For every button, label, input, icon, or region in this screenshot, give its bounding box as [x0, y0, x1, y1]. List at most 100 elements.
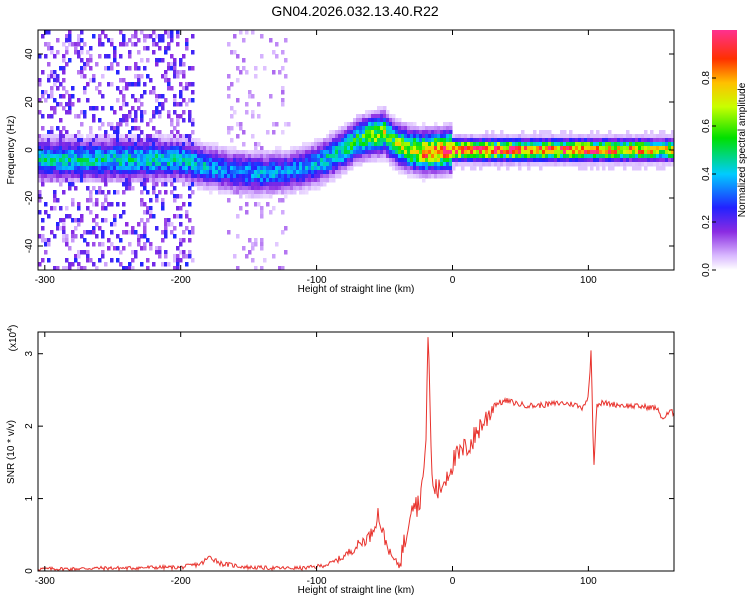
spectrogram-cell — [530, 162, 534, 167]
spectrogram-cell — [191, 230, 195, 235]
spectrogram-cell — [146, 166, 150, 171]
spectrogram-cell — [491, 150, 495, 155]
spectrogram-cell — [611, 150, 615, 155]
spectrogram-cell — [89, 210, 93, 215]
spectrogram-cell — [110, 134, 114, 139]
spectrogram-cell — [671, 162, 674, 167]
spectrogram-cell — [143, 82, 147, 87]
spectrogram-cell — [407, 154, 411, 159]
spectrogram-cell — [368, 150, 372, 155]
spectrogram-cell — [89, 58, 93, 63]
spectrogram-cell — [137, 158, 141, 163]
spectrogram-cell — [293, 146, 297, 151]
spectrogram-cell — [518, 154, 522, 159]
spectrogram-cell — [233, 150, 237, 155]
spectrogram-cell — [632, 150, 636, 155]
spectrogram-cell — [482, 162, 486, 167]
spectrogram-cell — [98, 186, 102, 191]
spectrogram-cell — [509, 146, 513, 151]
spectrogram-cell — [317, 182, 321, 187]
spectrogram-cell — [125, 222, 129, 227]
spectrogram-cell — [389, 150, 393, 155]
spectrogram-cell — [338, 134, 342, 139]
spectrogram-cell — [152, 154, 156, 159]
spectrogram-cell — [425, 130, 429, 135]
spectrogram-cell — [53, 134, 57, 139]
spectrogram-cell — [179, 178, 183, 183]
spectrogram-cell — [440, 174, 444, 179]
spectrogram-cell — [578, 154, 582, 159]
spectrogram-cell — [191, 158, 195, 163]
spectrogram-cell — [281, 170, 285, 175]
spectrogram-cell — [101, 162, 105, 167]
spectrogram-cell — [329, 146, 333, 151]
spectrogram-cell — [86, 254, 90, 259]
spectrogram-cell — [197, 154, 201, 159]
spectrogram-cell — [551, 150, 555, 155]
spectrogram-cell — [404, 150, 408, 155]
spectrogram-cell — [635, 138, 639, 143]
spectrogram-cell — [173, 166, 177, 171]
spectrogram-cell — [89, 142, 93, 147]
spectrogram-cell — [443, 162, 447, 167]
spectrogram-cell — [44, 134, 48, 139]
spectrogram-cell — [356, 162, 360, 167]
spectrogram-cell — [41, 138, 45, 143]
spectrogram-cell — [464, 142, 468, 147]
colorbar-label: Normalized spectral amplitude — [737, 82, 748, 217]
spectrogram-cell — [671, 142, 674, 147]
spectrogram-cell — [302, 182, 306, 187]
spectrogram-cell — [503, 142, 507, 147]
spectrogram-cell — [122, 246, 126, 251]
spectrogram-cell — [437, 130, 441, 135]
spectrogram-cell — [266, 178, 270, 183]
spectrogram-cell — [110, 146, 114, 151]
spectrogram-cell — [143, 246, 147, 251]
spectrogram-cell — [428, 142, 432, 147]
spectrogram-cell — [647, 162, 651, 167]
spectrogram-cell — [395, 154, 399, 159]
spectrogram-cell — [71, 170, 75, 175]
spectrogram-cell — [254, 186, 258, 191]
spectrogram-cell — [602, 134, 606, 139]
spectrogram-cell — [116, 178, 120, 183]
spectrogram-cell — [491, 142, 495, 147]
spectrogram-cell — [245, 150, 249, 155]
spectrogram-cell — [629, 146, 633, 151]
spectrogram-cell — [47, 154, 51, 159]
spectrogram-cell — [128, 174, 132, 179]
spectrogram-cell — [80, 146, 84, 151]
spectrogram-cell — [188, 238, 192, 243]
spectrogram-cell — [83, 174, 87, 179]
spectrogram-cell — [275, 150, 279, 155]
spectrogram-cell — [62, 94, 66, 99]
colorbar-gradient — [712, 30, 737, 270]
spectrogram-cell — [419, 146, 423, 151]
spectrogram-cell — [158, 142, 162, 147]
spectrogram-cell — [353, 122, 357, 127]
spectrogram-cell — [200, 158, 204, 163]
spectrogram-cell — [413, 146, 417, 151]
spectrogram-cell — [413, 122, 417, 127]
spectrogram-cell — [176, 134, 180, 139]
spectrogram-cell — [371, 114, 375, 119]
spectrogram-cell — [116, 162, 120, 167]
spectrogram-cell — [323, 162, 327, 167]
spectrogram-cell — [536, 162, 540, 167]
spectrogram-cell — [344, 170, 348, 175]
spectrogram-cell — [413, 142, 417, 147]
spectrogram-cell — [440, 134, 444, 139]
spectrogram-cell — [326, 158, 330, 163]
spectrogram-cell — [458, 154, 462, 159]
spectrogram-cell — [137, 74, 141, 79]
spectrogram-cell — [233, 146, 237, 151]
spectrogram-cell — [338, 146, 342, 151]
spectrogram-cell — [137, 50, 141, 55]
spectrogram-cell — [134, 162, 138, 167]
spectrogram-cell — [500, 162, 504, 167]
spectrogram-cell — [170, 170, 174, 175]
spectrogram-cell — [554, 162, 558, 167]
spectrogram-cell — [443, 142, 447, 147]
spectrogram-cell — [92, 74, 96, 79]
spectrogram-cell — [554, 154, 558, 159]
